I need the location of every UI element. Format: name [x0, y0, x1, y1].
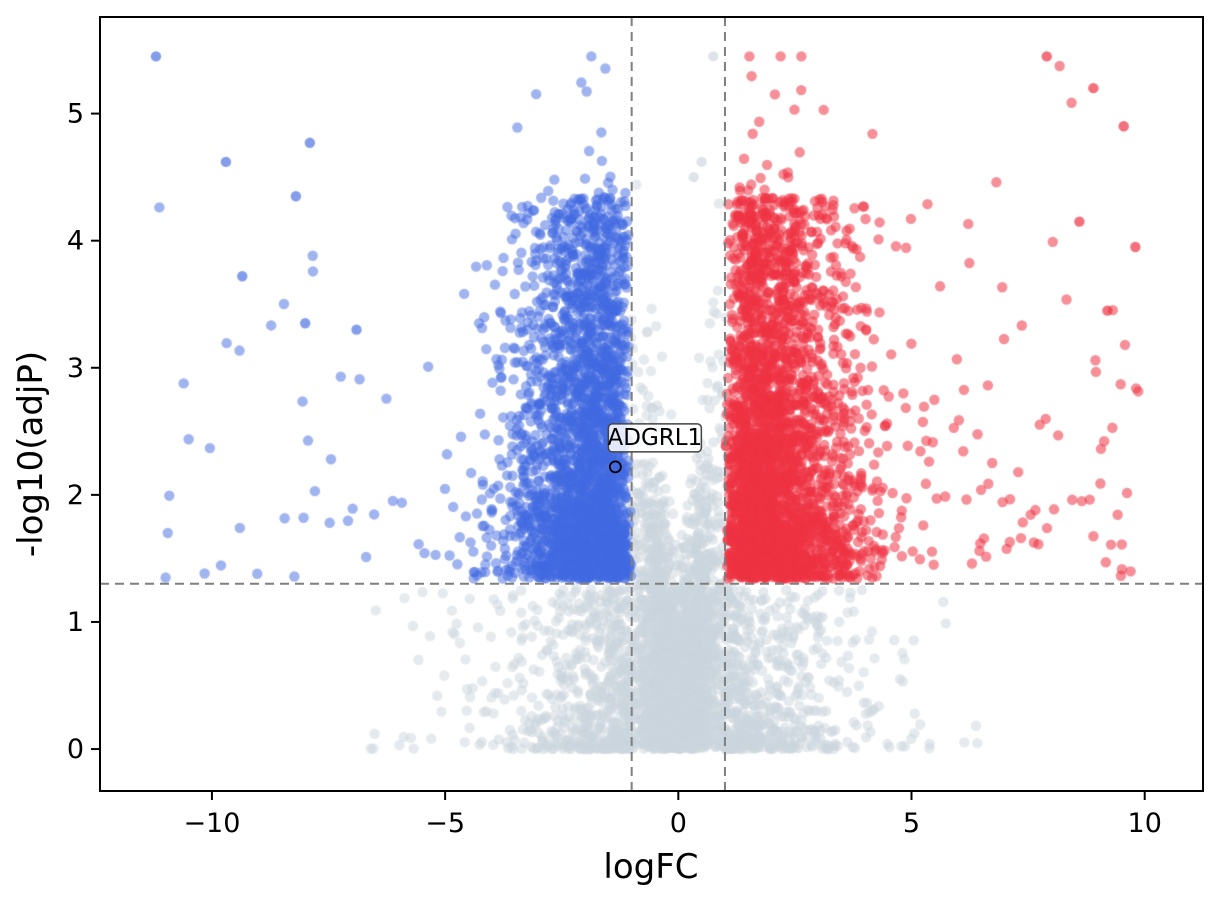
y-tick-label: 0 — [67, 734, 84, 765]
y-axis-label: -log10(adjP) — [11, 351, 51, 557]
threshold-lines — [100, 17, 1203, 791]
plot-border — [99, 16, 1204, 792]
x-tick-label: 5 — [903, 808, 920, 839]
x-tick-label: −5 — [425, 808, 465, 839]
annotation-label: ADGRL1 — [608, 425, 703, 451]
annotated-gene-marker — [608, 460, 622, 474]
y-tick-label: 1 — [67, 607, 84, 638]
y-axis-ticks: 0 1 2 3 4 5 — [67, 99, 100, 765]
annotation-label-box — [607, 423, 703, 453]
gene-annotation: ADGRL1 — [607, 423, 703, 474]
x-axis-ticks: −10 −5 0 5 10 — [183, 791, 1162, 839]
x-tick-label: −10 — [183, 808, 240, 839]
x-tick-label: 10 — [1128, 808, 1162, 839]
x-tick-label: 0 — [670, 808, 687, 839]
x-axis-label: logFC — [603, 847, 698, 887]
y-tick-label: 4 — [67, 226, 84, 257]
y-tick-label: 5 — [67, 99, 84, 130]
y-tick-label: 3 — [67, 353, 84, 384]
y-tick-label: 2 — [67, 480, 84, 511]
